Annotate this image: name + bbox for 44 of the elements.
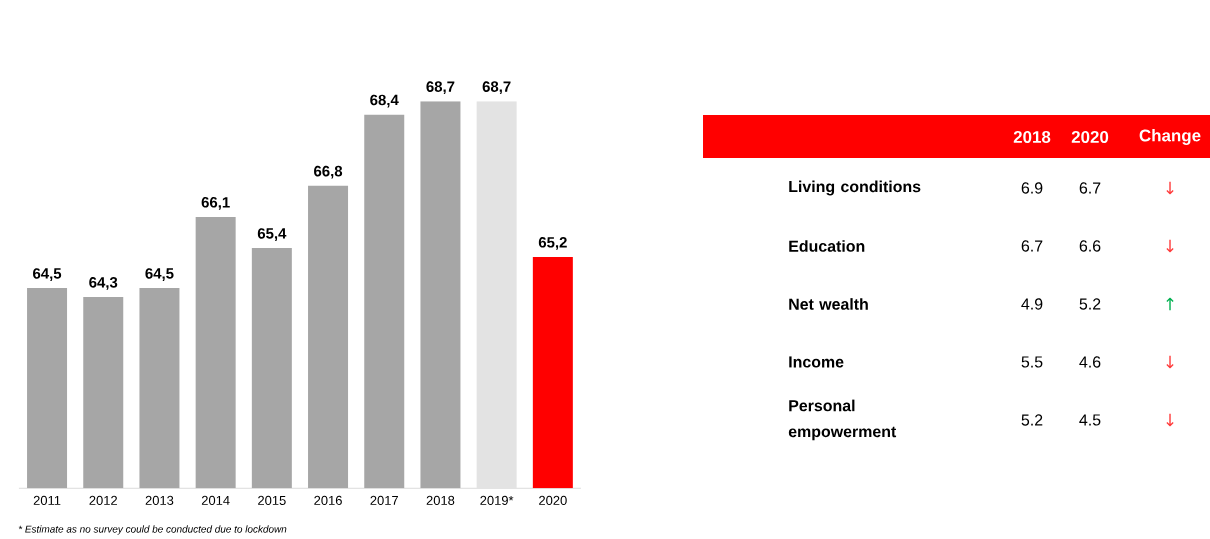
data-label: 5.2: [1079, 298, 1101, 310]
data-label: 4.5: [1079, 414, 1101, 426]
x-tick-label: 2017: [370, 495, 398, 505]
data-label: 64,5: [33, 268, 62, 281]
data-label: 68,7: [426, 81, 455, 95]
data-label: 5.2: [1021, 414, 1043, 426]
x-tick-label: 2013: [145, 495, 174, 505]
x-tick-label: 2020: [539, 495, 567, 505]
data-label: 68,7: [482, 81, 511, 95]
data-label: 5.5: [1021, 356, 1043, 368]
text: * Estimate as no survey could be conducted due to lockdown: [18, 525, 287, 535]
x-tick-label: 2012: [89, 495, 117, 505]
data-label: 4.6: [1079, 356, 1101, 368]
data-label: ↓: [1166, 181, 1174, 195]
category-label: Education: [789, 240, 865, 252]
data-label: 6.7: [1021, 240, 1043, 252]
x-tick-label: 2018: [426, 495, 455, 505]
category-label: Net wealth: [789, 298, 868, 310]
data-label: 65,4: [257, 228, 287, 241]
text: 2018: [1013, 130, 1051, 143]
data-label: 64,5: [145, 268, 174, 281]
data-label: ↓: [1166, 413, 1174, 427]
category-label: Personal empowerment: [788, 399, 897, 441]
data-label: 66,1: [201, 196, 230, 210]
x-tick-label: 2014: [201, 495, 230, 505]
category-label: Living conditions: [789, 180, 921, 196]
data-label: ↓: [1166, 239, 1174, 253]
text: Change: [1139, 129, 1201, 145]
data-label: 68,4: [370, 94, 399, 108]
data-label: 4.9: [1021, 298, 1043, 310]
data-label: 6.7: [1079, 182, 1101, 194]
x-tick-label: 2019*: [480, 495, 514, 505]
data-label: ↓: [1166, 355, 1174, 369]
x-tick-label: 2015: [258, 495, 286, 505]
data-label: 6.6: [1079, 240, 1101, 252]
x-tick-label: 2011: [33, 495, 61, 505]
category-label: Income: [789, 356, 844, 368]
text: 2020: [1071, 130, 1109, 143]
data-label: 65,2: [538, 237, 567, 250]
data-label: ↑: [1166, 297, 1174, 311]
data-label: 66,8: [314, 165, 343, 179]
data-label: 64,3: [89, 277, 118, 290]
x-tick-label: 2016: [314, 495, 342, 505]
data-label: 6.9: [1021, 182, 1043, 194]
